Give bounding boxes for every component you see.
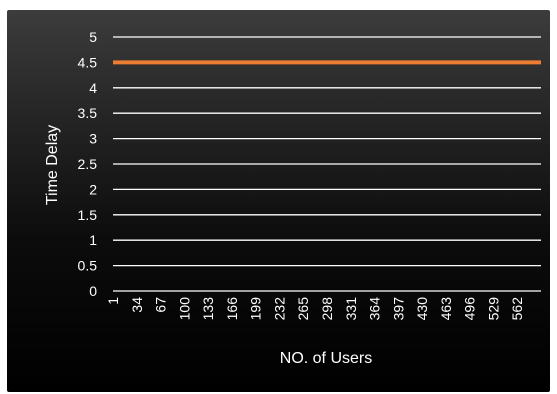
x-tick-label: 100 — [176, 297, 192, 321]
x-tick-label: 67 — [153, 297, 169, 313]
x-tick-label: 166 — [224, 297, 240, 321]
x-tick-label: 562 — [509, 297, 525, 321]
chart-background — [7, 10, 550, 392]
x-tick-label: 232 — [271, 297, 287, 321]
x-tick-label: 496 — [462, 297, 478, 321]
y-tick-label: 0 — [89, 283, 97, 299]
y-tick-label: 4.5 — [78, 54, 98, 70]
x-tick-label: 430 — [414, 297, 430, 321]
gridlines — [113, 36, 541, 292]
x-axis-title: NO. of Users — [280, 350, 372, 367]
x-tick-label: 298 — [319, 297, 335, 321]
x-tick-label: 397 — [390, 297, 406, 321]
y-axis-title: Time Delay — [44, 125, 61, 205]
y-axis-ticks: 0 0.5 1 1.5 2 2.5 3 3.5 4 4.5 5 — [78, 29, 98, 299]
x-tick-label: 265 — [295, 297, 311, 321]
x-tick-label: 463 — [438, 297, 454, 321]
y-tick-label: 2.5 — [78, 156, 98, 172]
x-tick-label: 34 — [129, 297, 145, 313]
x-axis-ticks: 1 34 67 100 133 166 199 232 265 298 331 364 397 430 46… — [105, 297, 525, 321]
y-tick-label: 4 — [89, 80, 97, 96]
y-tick-label: 3 — [89, 131, 97, 147]
x-tick-label: 199 — [248, 297, 264, 321]
x-tick-label: 529 — [485, 297, 501, 321]
y-tick-label: 0.5 — [78, 258, 98, 274]
x-tick-label: 133 — [200, 297, 216, 321]
y-tick-label: 1 — [89, 232, 97, 248]
y-tick-label: 1.5 — [78, 207, 98, 223]
x-tick-label: 331 — [343, 297, 359, 321]
x-tick-label: 1 — [105, 297, 121, 305]
x-tick-label: 364 — [367, 297, 383, 321]
y-tick-label: 3.5 — [78, 105, 98, 121]
y-tick-label: 2 — [89, 181, 97, 197]
y-tick-label: 5 — [89, 29, 97, 45]
